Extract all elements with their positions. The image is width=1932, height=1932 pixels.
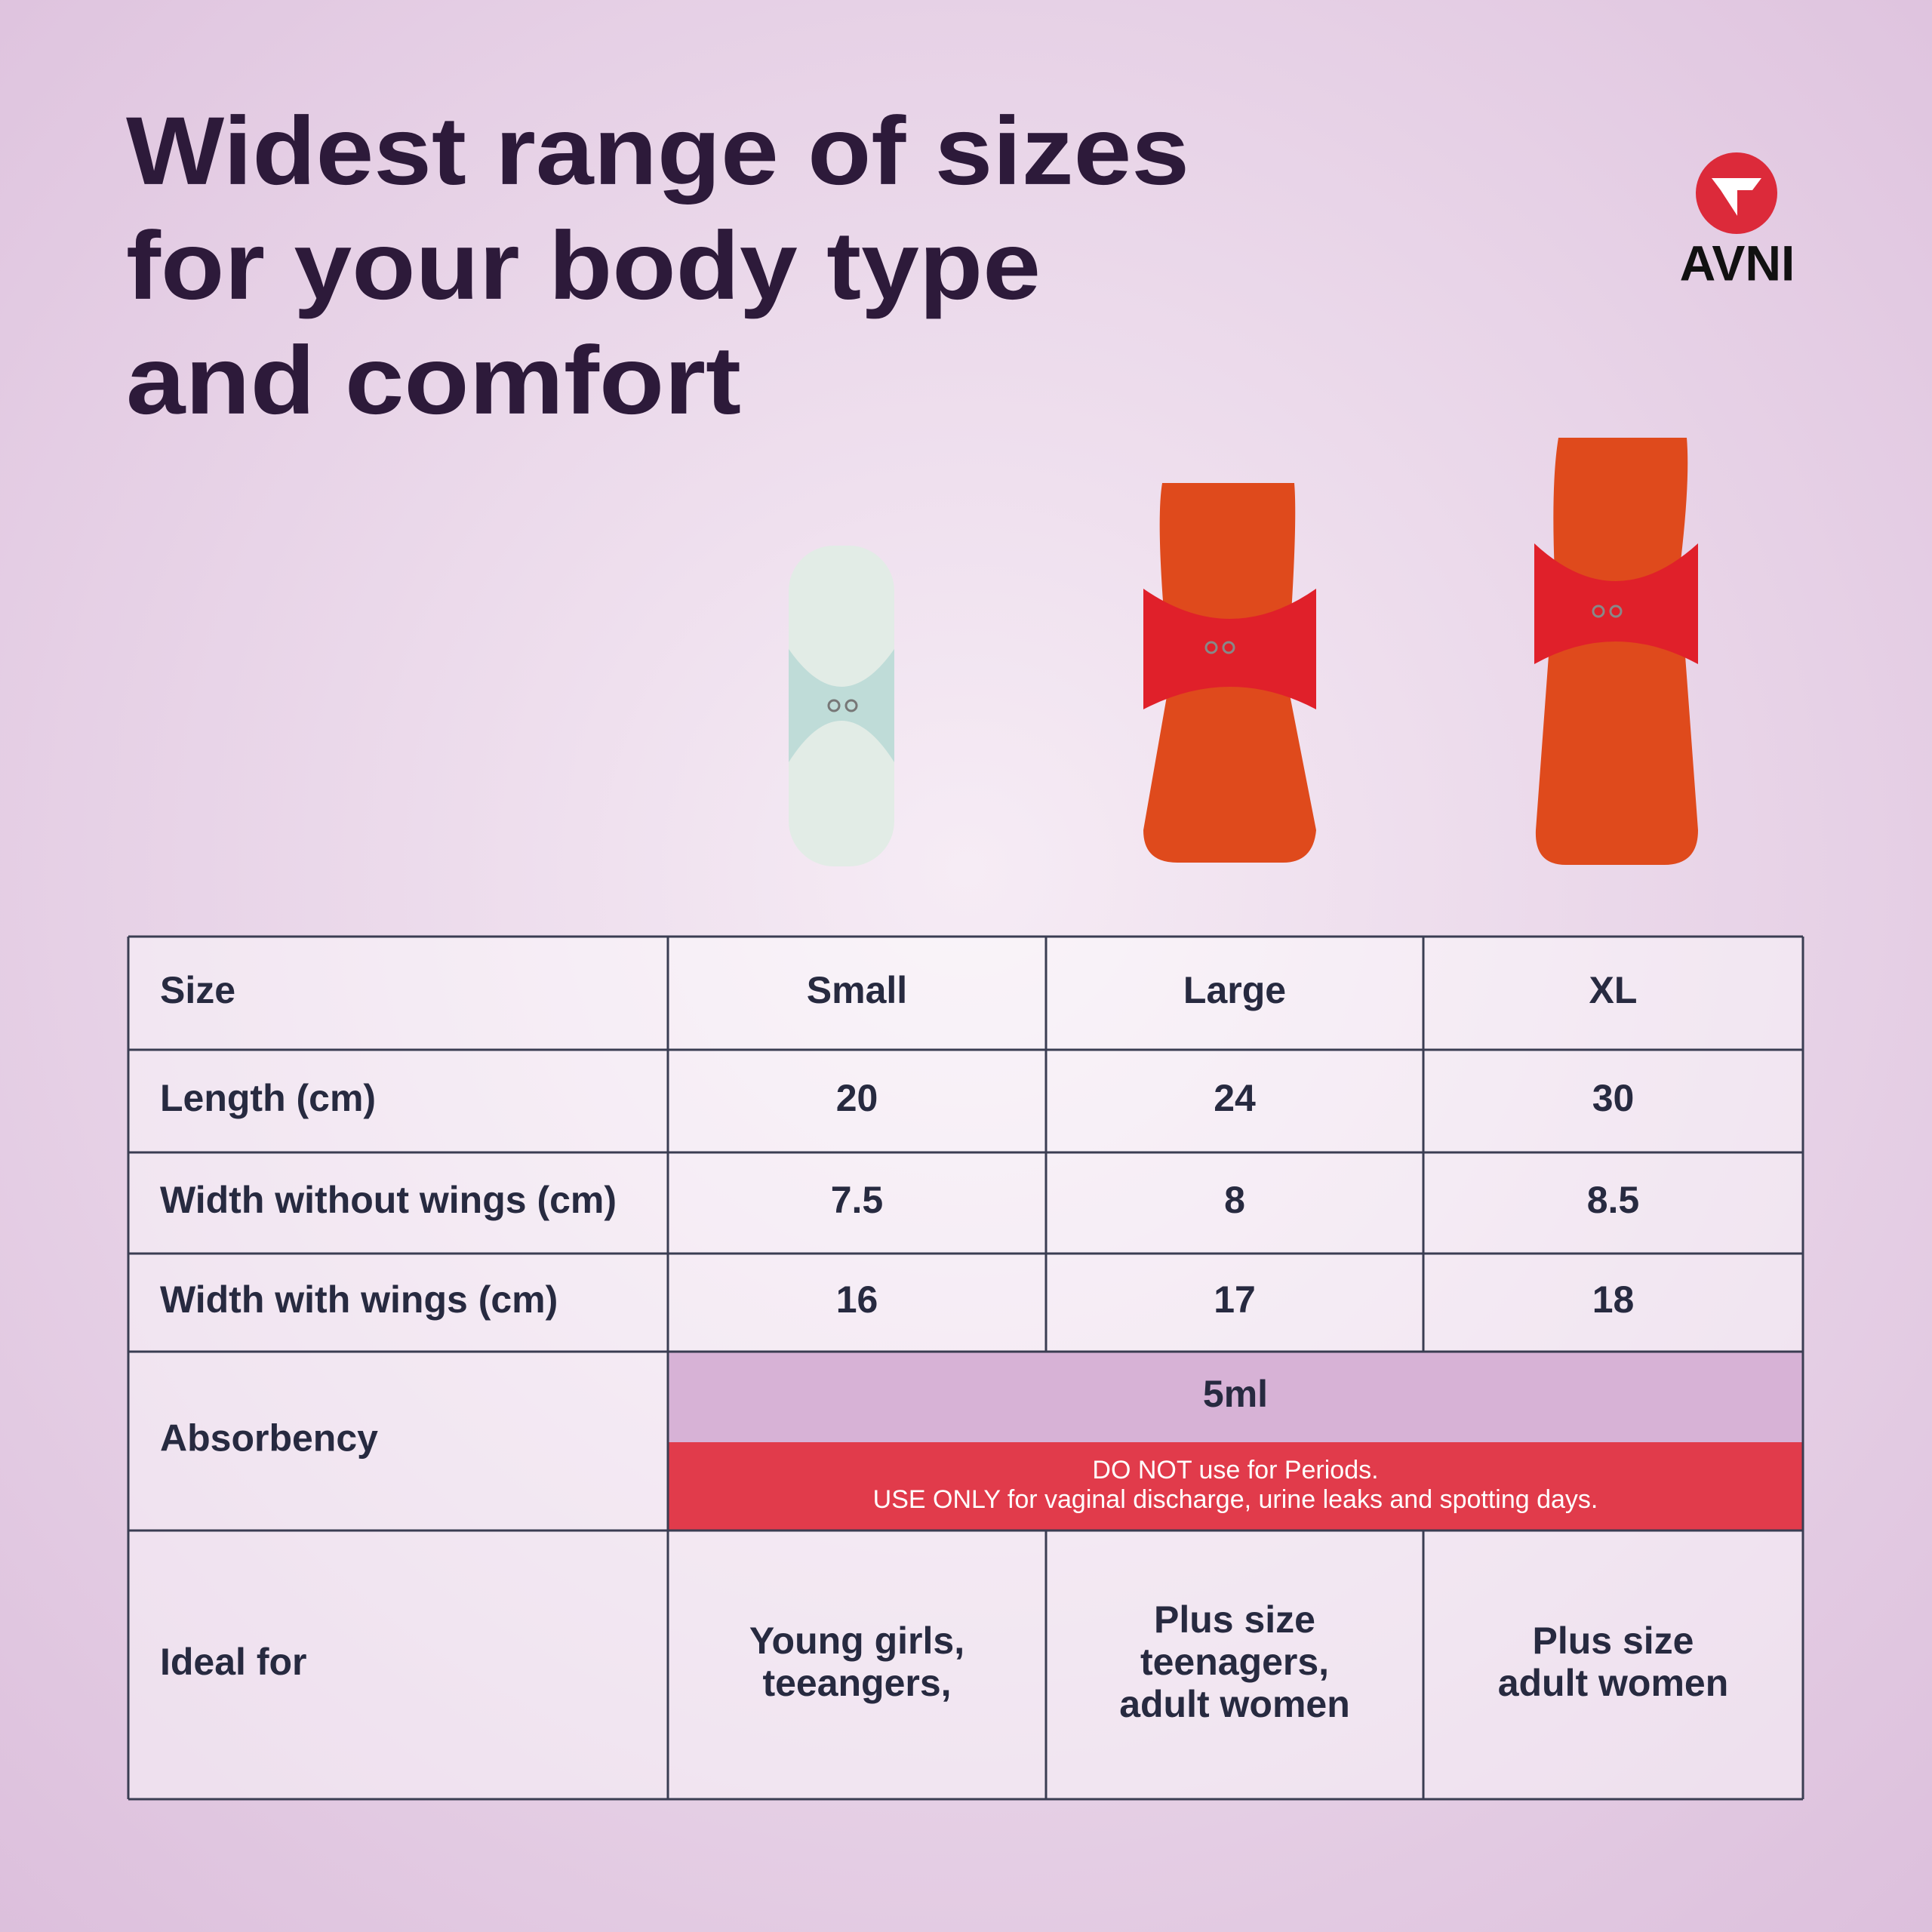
cell-text: 24 <box>1214 1077 1256 1119</box>
cell-text: adult women <box>1498 1662 1729 1704</box>
cell-text: Small <box>807 969 907 1011</box>
absorbency-value: 5ml <box>1203 1373 1268 1415</box>
cell-text: adult women <box>1119 1683 1350 1725</box>
cell-text: Young girls, <box>749 1620 964 1662</box>
cell-text: Plus size <box>1533 1620 1694 1662</box>
cell-text: 7.5 <box>831 1179 884 1221</box>
size-table: Size Small Large XL Length (cm) 20 24 30 Width w… <box>127 935 1804 1801</box>
cell-text: Plus size <box>1154 1598 1315 1641</box>
warning-band <box>668 1442 1803 1531</box>
title-line: and comfort <box>126 327 741 435</box>
cell-text: 8 <box>1224 1179 1245 1221</box>
cell-text: 17 <box>1214 1278 1256 1321</box>
cell-text: 30 <box>1592 1077 1635 1119</box>
cell-text: 20 <box>836 1077 878 1119</box>
cell-text: Absorbency <box>160 1417 378 1460</box>
pad-small <box>789 546 894 866</box>
cell-text: XL <box>1589 969 1638 1011</box>
logo-glyph <box>1712 178 1761 216</box>
cell-text: Length (cm) <box>160 1077 376 1119</box>
title-line: Widest range of sizes <box>126 97 1189 205</box>
cell-text: Width with wings (cm) <box>160 1278 558 1321</box>
absorbency-band <box>668 1352 1803 1442</box>
cell-text: 8.5 <box>1587 1179 1640 1221</box>
title-line: for your body type <box>126 212 1041 320</box>
cell-text: 18 <box>1592 1278 1635 1321</box>
brand-name: AVNI <box>1680 235 1795 291</box>
cell-text: Size <box>160 969 235 1011</box>
cell-text: teenagers, <box>1140 1641 1329 1683</box>
cell-text: Large <box>1183 969 1286 1011</box>
cell-text: 16 <box>836 1278 878 1321</box>
warning-text: USE ONLY for vaginal discharge, urine le… <box>873 1485 1598 1514</box>
cell-text: teeangers, <box>762 1662 951 1704</box>
warning-text: DO NOT use for Periods. <box>1092 1456 1378 1484</box>
pad-large <box>1143 483 1316 863</box>
cell-text: Ideal for <box>160 1641 306 1683</box>
pad-xl <box>1534 438 1698 865</box>
cell-text: Width without wings (cm) <box>160 1179 617 1221</box>
